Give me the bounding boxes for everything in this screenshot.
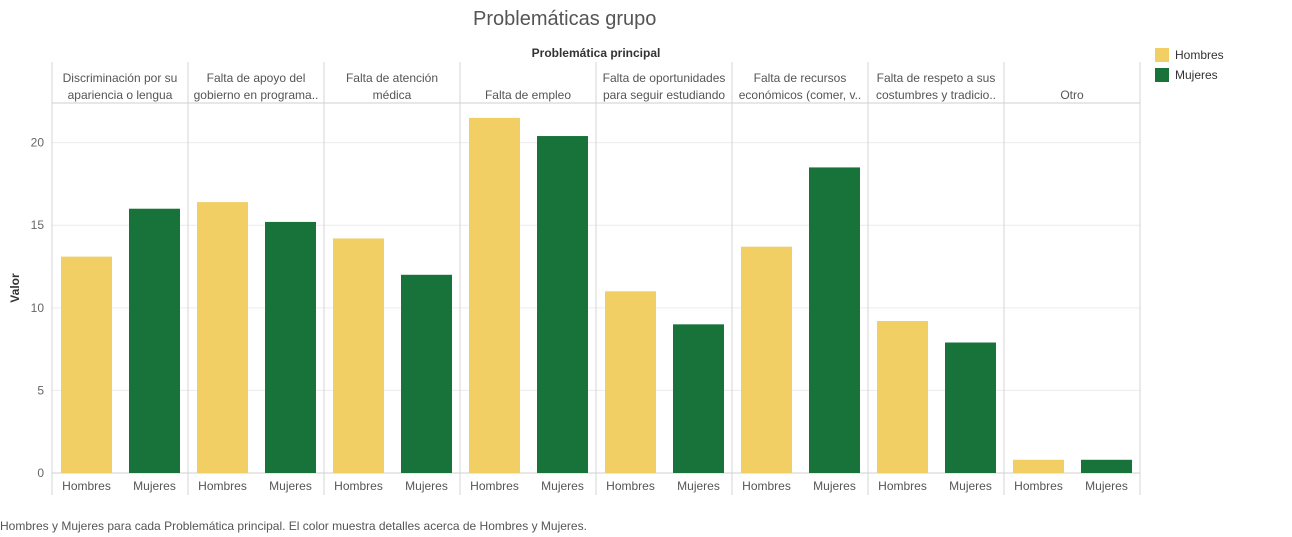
x-tick-label: Mujeres — [677, 479, 720, 493]
panel-header-line1: Falta de oportunidades — [603, 71, 726, 85]
panel-header-line1: Discriminación por su — [63, 71, 178, 85]
x-tick-label: Hombres — [334, 479, 383, 493]
x-tick-label: Mujeres — [269, 479, 312, 493]
bar-mujeres — [1081, 459, 1132, 473]
facet-axis-title: Problemática principal — [532, 46, 661, 60]
legend-swatch-hombres — [1155, 48, 1169, 62]
bar-hombres — [877, 321, 928, 473]
bar-hombres — [605, 291, 656, 473]
legend-label-mujeres: Mujeres — [1175, 68, 1218, 82]
y-tick-label: 20 — [31, 136, 45, 150]
bar-hombres — [197, 202, 248, 473]
panel-header-line1: Falta de respeto a sus — [877, 71, 996, 85]
legend-swatch-mujeres — [1155, 68, 1169, 82]
panel-header-line2: médica — [373, 88, 412, 102]
bar-hombres — [333, 238, 384, 473]
chart-caption: Hombres y Mujeres para cada Problemática… — [0, 519, 587, 533]
panel-header-line2: económicos (comer, v.. — [739, 88, 861, 102]
bar-mujeres — [945, 342, 996, 473]
x-tick-label: Hombres — [198, 479, 247, 493]
x-tick-label: Mujeres — [133, 479, 176, 493]
bar-mujeres — [673, 324, 724, 473]
y-axis-title: Valor — [8, 273, 22, 303]
x-tick-label: Hombres — [470, 479, 519, 493]
bar-hombres — [1013, 459, 1064, 473]
panel-header: Falta de empleo — [485, 88, 571, 102]
bar-hombres — [61, 256, 112, 473]
x-tick-label: Hombres — [1014, 479, 1063, 493]
x-tick-label: Mujeres — [1085, 479, 1128, 493]
legend-item-hombres[interactable]: Hombres — [1155, 45, 1224, 65]
y-tick-label: 15 — [31, 218, 45, 232]
x-tick-label: Hombres — [878, 479, 927, 493]
legend-label-hombres: Hombres — [1175, 48, 1224, 62]
y-tick-label: 0 — [37, 466, 44, 480]
x-tick-label: Mujeres — [541, 479, 584, 493]
x-tick-label: Hombres — [606, 479, 655, 493]
bar-mujeres — [537, 136, 588, 474]
panel-header-line2: para seguir estudiando — [603, 88, 725, 102]
legend-item-mujeres[interactable]: Mujeres — [1155, 65, 1224, 85]
x-tick-label: Mujeres — [949, 479, 992, 493]
bar-mujeres — [129, 208, 180, 473]
panel-header-line2: gobierno en programa.. — [194, 88, 319, 102]
x-tick-label: Hombres — [62, 479, 111, 493]
panel-header-line1: Falta de recursos — [754, 71, 847, 85]
bar-mujeres — [809, 167, 860, 473]
bar-hombres — [469, 117, 520, 473]
x-tick-label: Mujeres — [405, 479, 448, 493]
panel-header-line2: costumbres y tradicio.. — [876, 88, 996, 102]
y-tick-label: 5 — [37, 383, 44, 397]
y-tick-label: 10 — [31, 301, 45, 315]
x-tick-label: Mujeres — [813, 479, 856, 493]
panel-header: Otro — [1060, 88, 1084, 102]
bar-mujeres — [265, 221, 316, 473]
bar-mujeres — [401, 274, 452, 473]
x-tick-label: Hombres — [742, 479, 791, 493]
panel-header-line1: Falta de atención — [346, 71, 438, 85]
panel-header-line2: apariencia o lengua — [68, 88, 173, 102]
legend[interactable]: Hombres Mujeres — [1155, 45, 1224, 85]
bar-hombres — [741, 246, 792, 473]
chart-title: Problemáticas grupo — [473, 8, 657, 30]
panel-header-line1: Falta de apoyo del — [207, 71, 306, 85]
